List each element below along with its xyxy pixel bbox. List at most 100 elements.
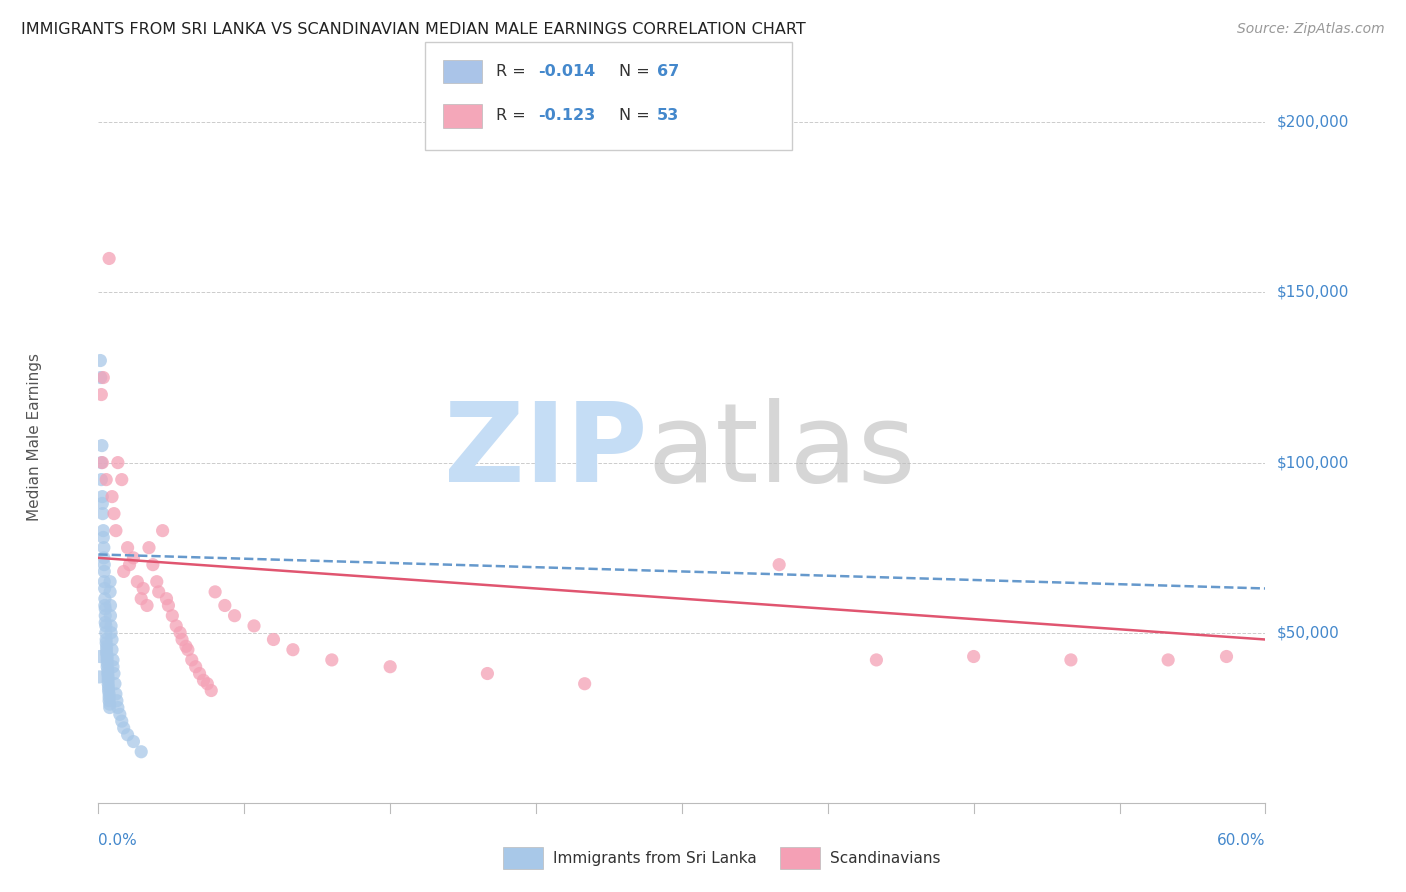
Point <box>96 657 118 671</box>
Text: 60.0%: 60.0% <box>1218 833 1265 848</box>
Point <box>214 599 236 613</box>
Point <box>117 728 139 742</box>
Point <box>91 524 114 538</box>
Point <box>96 632 118 647</box>
Point <box>105 694 128 708</box>
Point <box>93 565 115 579</box>
Text: R =: R = <box>496 64 531 78</box>
Point <box>117 541 139 555</box>
Point <box>108 707 131 722</box>
Point <box>96 646 118 660</box>
Point <box>103 507 125 521</box>
Text: N =: N = <box>619 109 655 123</box>
Point <box>101 659 124 673</box>
Text: 53: 53 <box>657 109 679 123</box>
Text: R =: R = <box>496 109 531 123</box>
Point <box>94 602 117 616</box>
Text: Immigrants from Sri Lanka: Immigrants from Sri Lanka <box>553 851 756 865</box>
Text: N =: N = <box>619 64 655 78</box>
Point <box>94 625 117 640</box>
Text: 0.0%: 0.0% <box>98 833 138 848</box>
Point <box>96 636 118 650</box>
Point <box>321 653 343 667</box>
Point <box>100 608 122 623</box>
Point <box>93 582 115 596</box>
Point <box>96 649 118 664</box>
Point <box>155 591 177 606</box>
Point <box>262 632 284 647</box>
Point <box>112 721 135 735</box>
Point <box>91 370 114 384</box>
Point <box>162 608 184 623</box>
Point <box>180 653 202 667</box>
Point <box>97 670 120 684</box>
Point <box>94 591 117 606</box>
Point <box>101 642 124 657</box>
Text: ZIP: ZIP <box>443 398 647 505</box>
Text: Source: ZipAtlas.com: Source: ZipAtlas.com <box>1237 22 1385 37</box>
Point <box>90 387 112 401</box>
Point <box>98 690 121 705</box>
Point <box>98 700 121 714</box>
Point <box>100 625 122 640</box>
Point <box>574 677 596 691</box>
Point <box>132 582 155 596</box>
Point <box>129 591 152 606</box>
Point <box>103 666 125 681</box>
Point <box>243 619 266 633</box>
Point <box>1060 653 1083 667</box>
Point <box>97 666 120 681</box>
Point <box>101 490 124 504</box>
Point <box>90 456 112 470</box>
Point <box>98 687 121 701</box>
Point <box>91 490 114 504</box>
Point <box>97 677 120 691</box>
Point <box>127 574 149 589</box>
Point <box>111 714 134 728</box>
Point <box>169 625 191 640</box>
Point <box>112 565 135 579</box>
Point <box>138 541 160 555</box>
Point <box>96 640 118 654</box>
Point <box>93 550 115 565</box>
Text: atlas: atlas <box>647 398 915 505</box>
Point <box>174 640 197 654</box>
Point <box>142 558 165 572</box>
Point <box>122 550 145 565</box>
Point <box>90 473 112 487</box>
Point <box>129 745 152 759</box>
Point <box>94 599 117 613</box>
Point <box>98 252 121 266</box>
Point <box>97 683 120 698</box>
Point <box>157 599 180 613</box>
Point <box>101 653 124 667</box>
Point <box>93 574 115 589</box>
Point <box>768 558 790 572</box>
Point <box>195 677 218 691</box>
Point <box>111 473 134 487</box>
Point <box>89 353 111 368</box>
Point <box>962 649 984 664</box>
Point <box>1157 653 1180 667</box>
Text: $50,000: $50,000 <box>1277 625 1340 640</box>
Point <box>184 659 207 673</box>
Point <box>101 632 124 647</box>
Point <box>94 619 117 633</box>
Point <box>96 473 118 487</box>
Text: Scandinavians: Scandinavians <box>830 851 941 865</box>
Point <box>94 615 117 630</box>
Point <box>170 632 193 647</box>
Point <box>98 694 121 708</box>
Point <box>93 541 115 555</box>
Point <box>200 683 222 698</box>
Point <box>224 608 246 623</box>
Point <box>193 673 215 688</box>
Point <box>152 524 174 538</box>
Point <box>107 700 129 714</box>
Point <box>90 439 112 453</box>
Point <box>96 653 118 667</box>
Text: -0.014: -0.014 <box>538 64 596 78</box>
Point <box>148 585 170 599</box>
Point <box>165 619 187 633</box>
Text: -0.123: -0.123 <box>538 109 596 123</box>
